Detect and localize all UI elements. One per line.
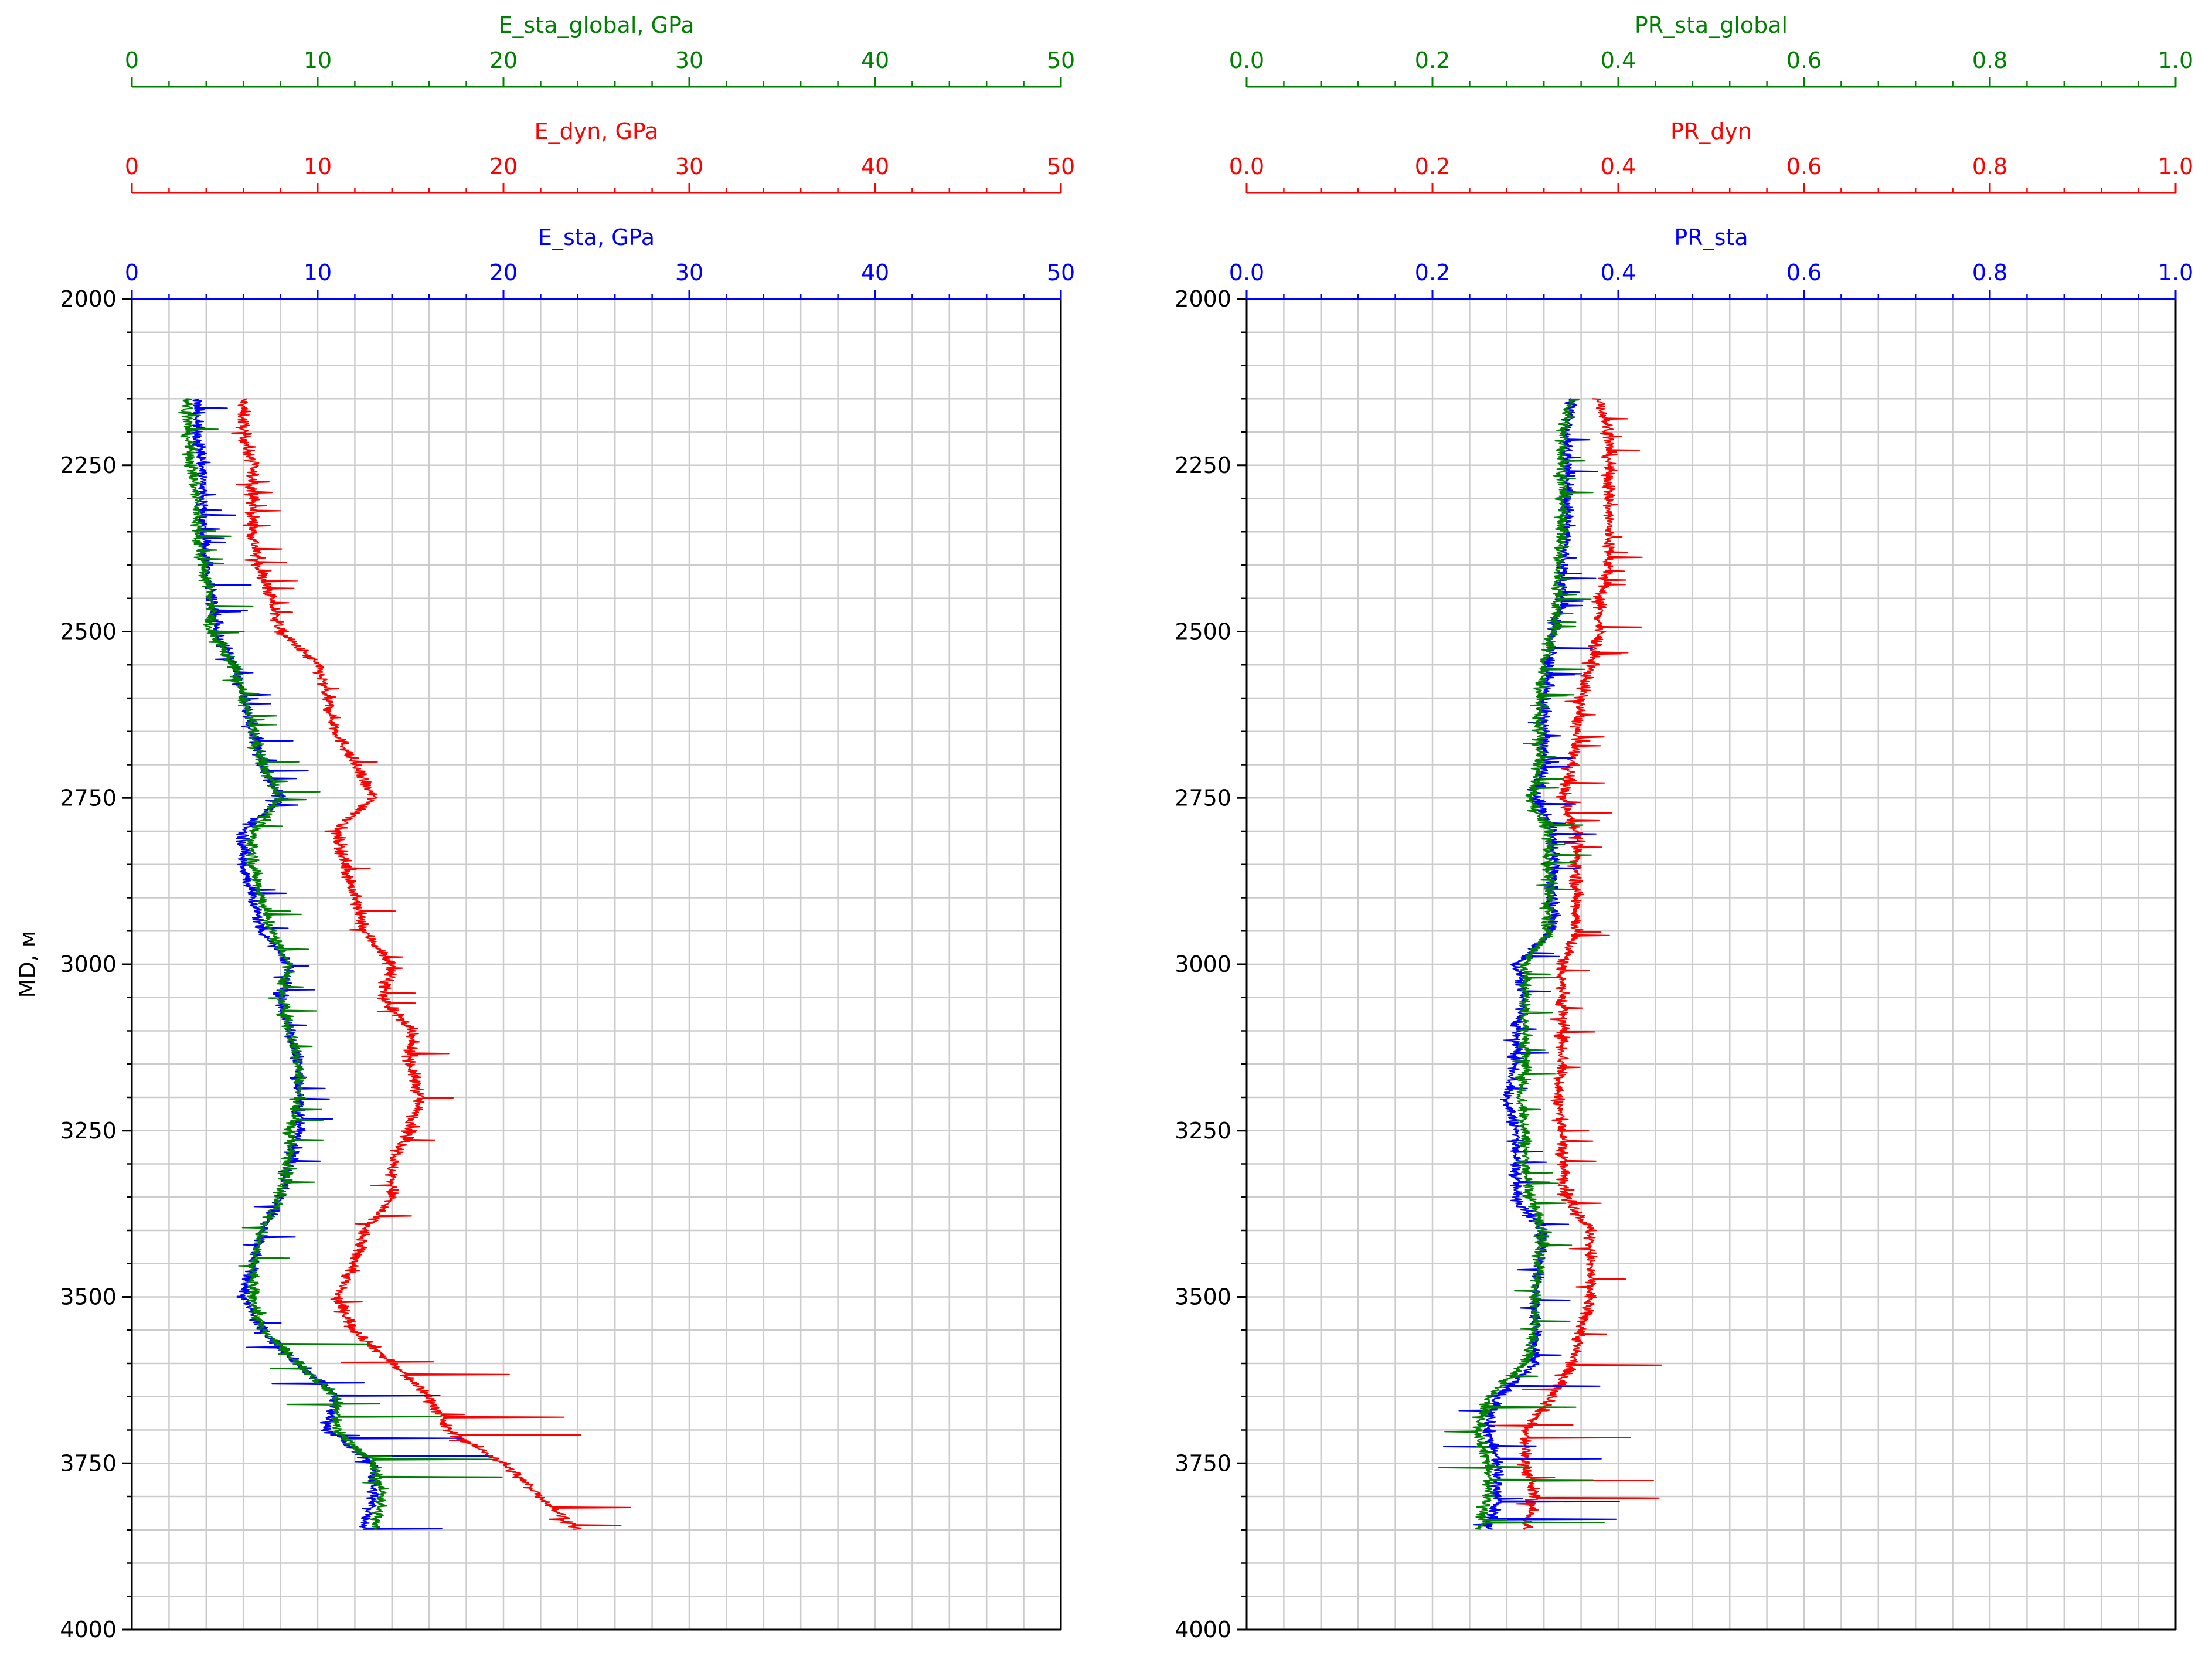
x-tick-label: 0.6 xyxy=(1786,47,1822,73)
y-tick-label: 2000 xyxy=(1175,286,1231,312)
series-line-2-3 xyxy=(1438,399,1605,1530)
x-tick-label: 10 xyxy=(304,154,332,179)
x-tick-label: 0.4 xyxy=(1601,154,1636,179)
y-tick-label: 2500 xyxy=(1175,619,1231,645)
y-tick-label: 2750 xyxy=(60,785,117,811)
x-axis-title-2: E_dyn, GPa xyxy=(535,118,659,144)
x-tick-label: 1.0 xyxy=(2158,154,2193,179)
x-tick-label: 0.8 xyxy=(1972,260,2007,285)
y-tick-label: 2250 xyxy=(1175,453,1231,478)
x-tick-label: 50 xyxy=(1047,47,1075,73)
x-tick-label: 0.0 xyxy=(1229,47,1264,73)
x-tick-label: 20 xyxy=(489,47,518,73)
x-tick-label: 0.2 xyxy=(1415,154,1450,179)
y-tick-label: 3500 xyxy=(1175,1284,1231,1310)
y-tick-label: 2500 xyxy=(60,619,117,645)
x-tick-label: 0.4 xyxy=(1601,260,1636,285)
x-tick-label: 40 xyxy=(861,260,889,285)
x-tick-label: 0.6 xyxy=(1786,154,1822,179)
x-tick-label: 30 xyxy=(675,154,703,179)
y-axis-label: MD, м xyxy=(15,931,40,998)
x-tick-label: 30 xyxy=(675,47,703,73)
x-tick-label: 1.0 xyxy=(2158,47,2193,73)
y-tick-label: 2750 xyxy=(1175,785,1231,811)
y-tick-label: 3250 xyxy=(1175,1118,1231,1144)
x-tick-label: 50 xyxy=(1047,154,1075,179)
x-tick-label: 40 xyxy=(861,47,889,73)
y-tick-label: 4000 xyxy=(60,1617,117,1642)
x-tick-label: 40 xyxy=(861,154,889,179)
x-tick-label: 20 xyxy=(489,260,518,285)
x-tick-label: 30 xyxy=(675,260,703,285)
y-tick-label: 3000 xyxy=(1175,951,1231,977)
y-tick-label: 3000 xyxy=(60,951,117,977)
x-axis-title-3: E_sta, GPa xyxy=(538,225,655,250)
x-tick-label: 0 xyxy=(125,260,139,285)
x-tick-label: 0.2 xyxy=(1415,47,1450,73)
y-tick-label: 4000 xyxy=(1175,1617,1231,1642)
y-tick-label: 3750 xyxy=(60,1450,117,1476)
x-tick-label: 1.0 xyxy=(2158,260,2193,285)
y-tick-label: 2000 xyxy=(60,286,117,312)
y-tick-label: 3250 xyxy=(60,1118,117,1144)
x-tick-label: 0.6 xyxy=(1786,260,1822,285)
y-tick-label: 2250 xyxy=(60,453,117,478)
x-tick-label: 0 xyxy=(125,154,139,179)
y-tick-label: 3500 xyxy=(60,1284,117,1310)
y-tick-label: 3750 xyxy=(1175,1450,1231,1476)
x-tick-label: 50 xyxy=(1047,260,1075,285)
x-tick-label: 0.0 xyxy=(1229,154,1264,179)
x-tick-label: 0.0 xyxy=(1229,260,1264,285)
x-tick-label: 10 xyxy=(304,47,332,73)
series-line-2-2 xyxy=(1443,398,1620,1530)
x-axis-title-2: PR_dyn xyxy=(1670,118,1752,144)
x-axis-title-1: E_sta_global, GPa xyxy=(499,12,695,38)
x-tick-label: 10 xyxy=(304,260,332,285)
series-line-2-1 xyxy=(1479,398,1662,1530)
x-tick-label: 0.4 xyxy=(1601,47,1636,73)
series-line-1-1 xyxy=(231,398,631,1530)
x-tick-label: 0 xyxy=(125,47,139,73)
series-line-1-3 xyxy=(178,398,503,1530)
x-tick-label: 0.2 xyxy=(1415,260,1450,285)
x-tick-label: 20 xyxy=(489,154,518,179)
x-tick-label: 0.8 xyxy=(1972,154,2007,179)
x-axis-title-3: PR_sta xyxy=(1674,225,1748,250)
x-tick-label: 0.8 xyxy=(1972,47,2007,73)
x-axis-title-1: PR_sta_global xyxy=(1635,12,1788,38)
